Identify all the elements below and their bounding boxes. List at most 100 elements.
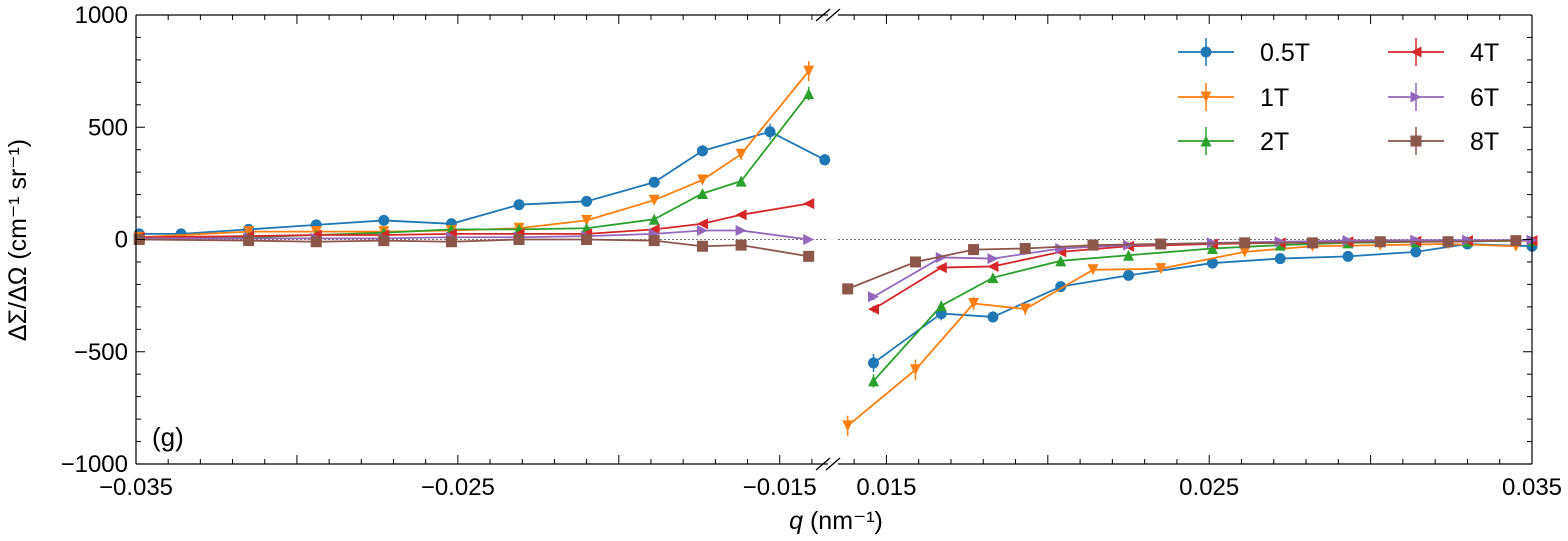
data-point [243, 226, 255, 238]
data-point [987, 311, 999, 323]
data-point [581, 214, 593, 226]
data-point [696, 145, 708, 157]
data-point [1239, 237, 1251, 249]
data-point [935, 262, 947, 274]
legend-marker [1200, 135, 1212, 147]
x-tick-label-left: −0.035 [99, 474, 173, 501]
data-point [868, 291, 880, 303]
data-point [1274, 236, 1286, 248]
data-point [1374, 236, 1386, 248]
data-point [1019, 303, 1031, 315]
data-point [696, 225, 708, 237]
legend-label: 2T [1260, 128, 1289, 156]
data-point [696, 187, 708, 199]
x-axis-label: q (nm⁻¹) [789, 507, 883, 535]
y-tick-label: 1000 [75, 2, 128, 29]
legend-label: 1T [1260, 84, 1289, 112]
data-point [803, 198, 815, 210]
data-point [868, 357, 880, 369]
data-point [1461, 234, 1473, 246]
data-point [735, 175, 747, 187]
legend-entry-4T: 4T [1388, 38, 1499, 67]
data-point [1239, 246, 1251, 258]
legend-marker [1200, 91, 1212, 103]
x-tick-label-right: 0.035 [1502, 474, 1562, 501]
data-point [909, 256, 921, 268]
data-point [1510, 235, 1522, 247]
legend-marker [1410, 91, 1422, 103]
series-line-left [139, 238, 809, 258]
series-2T [133, 86, 1538, 388]
data-point [968, 297, 980, 309]
axis-break-mark [815, 457, 831, 471]
axis-break-mark [825, 457, 841, 471]
data-point [1206, 257, 1218, 269]
data-point [764, 126, 776, 138]
data-point [1342, 235, 1354, 247]
data-point [513, 199, 525, 211]
axis-break-mark [825, 8, 841, 22]
y-tick-label: 0 [115, 227, 128, 254]
data-series [133, 61, 1538, 436]
data-point [696, 218, 708, 230]
series-line-right [872, 239, 1533, 382]
data-point [1206, 242, 1218, 254]
data-point [868, 303, 880, 315]
data-point [1410, 246, 1422, 258]
legend-marker [1410, 135, 1422, 147]
data-point [987, 260, 999, 272]
y-tick-label: −1000 [61, 451, 128, 478]
legend-entry-6T: 6T [1388, 83, 1499, 112]
x-tick-label-left: −0.025 [421, 474, 495, 501]
data-point [1055, 255, 1067, 267]
x-tick-label-right: 0.015 [856, 474, 916, 501]
data-point [819, 154, 831, 166]
data-point [243, 235, 255, 247]
data-point [1087, 264, 1099, 276]
data-point [1155, 238, 1167, 250]
x-axis-label-var: q [789, 507, 803, 535]
series-line-left [139, 70, 810, 239]
axis-break-mark [815, 8, 831, 22]
data-point [445, 236, 457, 248]
data-point [987, 272, 999, 284]
data-point [935, 300, 947, 312]
legend-entry-8T: 8T [1388, 127, 1499, 156]
y-tick-label: −500 [74, 339, 128, 366]
x-tick-label-left: −0.015 [743, 474, 817, 501]
data-point [1442, 236, 1454, 248]
data-point [648, 176, 660, 188]
data-point [1342, 250, 1354, 262]
legend-label: 4T [1470, 39, 1499, 67]
series-8T [133, 234, 1522, 295]
data-point [842, 283, 854, 295]
data-point [987, 253, 999, 265]
data-point [1274, 253, 1286, 265]
data-point [1055, 242, 1067, 254]
data-point [735, 209, 747, 221]
x-tick-label-right: 0.025 [1179, 474, 1239, 501]
y-tick-label: 500 [88, 114, 128, 141]
legend-entry-1T: 1T [1178, 83, 1289, 112]
data-point [735, 148, 747, 160]
data-point [513, 234, 525, 245]
data-point [1410, 234, 1422, 246]
data-point [581, 234, 593, 245]
axes: −1000 −500 0 500 1000 −0.035 −0.025 −0.015 0.015… [61, 2, 1562, 501]
data-point [581, 195, 593, 207]
data-point [1307, 237, 1319, 249]
y-axis-label: ΔΣ/ΔΩ (cm⁻¹ sr⁻¹) [4, 139, 32, 341]
series-0p5T [133, 123, 1538, 372]
data-point [868, 375, 880, 387]
data-point [696, 240, 708, 252]
legend-entry-2T: 2T [1178, 127, 1289, 156]
series-line-left [139, 130, 826, 235]
legend-label: 6T [1470, 84, 1499, 112]
data-point [803, 234, 815, 245]
data-point [1123, 269, 1135, 281]
data-point [378, 235, 390, 247]
data-point [735, 239, 747, 251]
data-point [1087, 239, 1099, 251]
data-point [1155, 263, 1167, 275]
